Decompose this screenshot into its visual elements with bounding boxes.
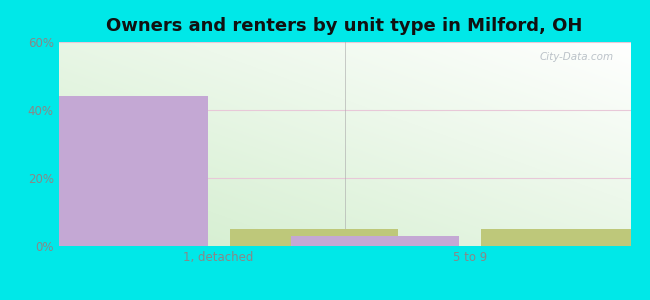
- Title: Owners and renters by unit type in Milford, OH: Owners and renters by unit type in Milfo…: [107, 17, 582, 35]
- Bar: [229, 229, 398, 246]
- Bar: [291, 236, 460, 246]
- Bar: [481, 229, 650, 246]
- Bar: [39, 96, 208, 246]
- Text: City-Data.com: City-Data.com: [540, 52, 614, 62]
